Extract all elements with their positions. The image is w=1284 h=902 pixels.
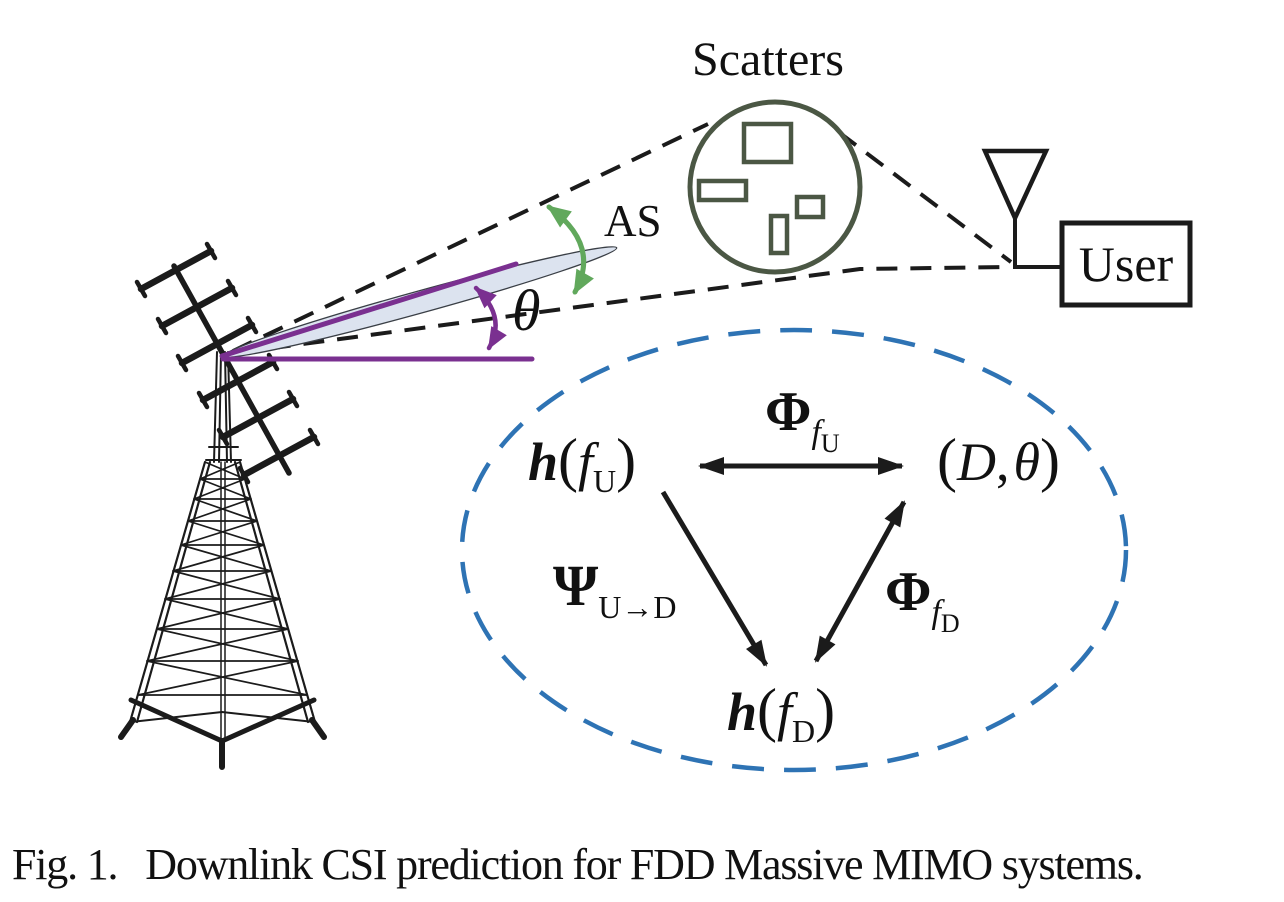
figure-caption: Fig. 1. Downlink CSI prediction for FDD M… bbox=[12, 840, 1143, 889]
tower-lattice-diagonals bbox=[137, 461, 308, 696]
angular-spread-arc bbox=[546, 204, 594, 295]
tower-legs bbox=[128, 460, 317, 724]
scatterer-block bbox=[768, 213, 790, 256]
downlink-csi-label: h(fD) bbox=[727, 677, 835, 749]
ray-bs-to-user-lower bbox=[235, 265, 1008, 355]
user-label: User bbox=[1079, 236, 1174, 292]
caption-tag: Fig. 1. bbox=[12, 840, 117, 889]
uplink-to-downlink-arrow bbox=[660, 490, 769, 667]
uplink-csi-label: h(fU) bbox=[528, 427, 636, 499]
theta-label: θ bbox=[512, 278, 541, 343]
theta-angle-arc bbox=[473, 285, 507, 351]
boresight-line bbox=[219, 261, 519, 359]
antenna-boom bbox=[171, 263, 292, 476]
scatterer-block bbox=[696, 178, 749, 203]
user-antenna-mast bbox=[1013, 218, 1062, 269]
ray-bs-to-scatterers-upper bbox=[232, 122, 709, 353]
antenna-element-caps bbox=[134, 241, 321, 485]
tower-base-front-chord bbox=[128, 697, 317, 744]
relation-ellipse-group bbox=[459, 327, 1129, 773]
scatterer-cluster bbox=[687, 99, 863, 275]
scatterer-circle bbox=[687, 99, 863, 275]
uplink-mapping-label: ΦfU bbox=[765, 381, 840, 458]
antenna-elements bbox=[137, 247, 318, 479]
relation-ellipse bbox=[459, 327, 1129, 773]
user-terminal bbox=[981, 148, 1193, 308]
downlink-mapping-arrow bbox=[813, 500, 907, 663]
tower-lattice-horizontals bbox=[137, 478, 308, 696]
uplink-to-downlink-mapping-label: ΨU→D bbox=[553, 553, 676, 625]
scatterer-blocks bbox=[696, 121, 826, 256]
angular-spread-group bbox=[546, 204, 594, 295]
base-station-tower bbox=[118, 351, 327, 770]
tower-feet bbox=[118, 717, 327, 770]
yagi-antenna-icon bbox=[134, 241, 321, 485]
downlink-mapping-label: ΦfD bbox=[885, 561, 960, 638]
user-antenna-icon bbox=[981, 148, 1050, 224]
scatterer-block bbox=[741, 121, 794, 165]
tower-base-back-chord bbox=[130, 710, 315, 723]
tower-center-pole bbox=[220, 461, 226, 741]
tower-mast bbox=[205, 351, 242, 463]
scatterers-label: Scatters bbox=[692, 33, 844, 86]
beam-lobe bbox=[222, 246, 618, 358]
scatterer-block bbox=[794, 194, 826, 220]
angle-geometry bbox=[219, 261, 535, 362]
angular-spread-label: AS bbox=[604, 196, 662, 246]
user-box bbox=[1059, 220, 1193, 308]
path-params-label: (D,θ) bbox=[937, 427, 1060, 493]
caption-text: Downlink CSI prediction for FDD Massive … bbox=[145, 840, 1142, 889]
beam-group bbox=[222, 246, 618, 358]
relation-arrows bbox=[660, 457, 907, 667]
